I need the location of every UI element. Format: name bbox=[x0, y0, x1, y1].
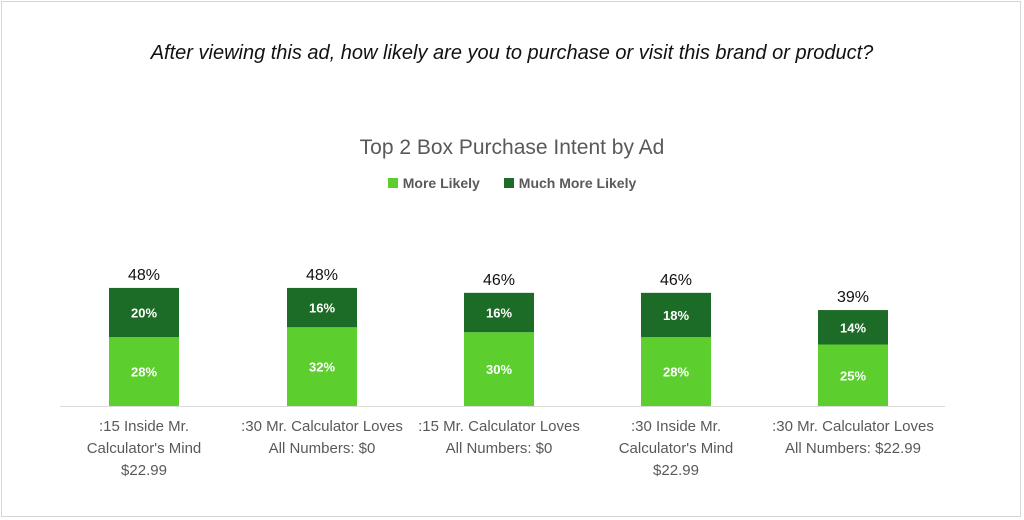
bar-total-label: 46% bbox=[660, 272, 692, 289]
bar-data-label: 28% bbox=[663, 365, 689, 380]
x-tick-label: :30 Mr. Calculator Loves All Numbers: $22… bbox=[763, 416, 943, 460]
legend-swatch bbox=[387, 178, 398, 188]
bar-total-label: 48% bbox=[306, 267, 338, 284]
bar-segment bbox=[641, 337, 711, 406]
legend-item-much-more-likely: Much More Likely bbox=[503, 175, 637, 191]
x-tick-label-line: $22.99 bbox=[653, 462, 699, 479]
x-tick-label: :30 Mr. Calculator Loves All Numbers: $0 bbox=[232, 416, 412, 460]
bar-data-label: 18% bbox=[663, 308, 689, 323]
bar-segment bbox=[641, 292, 711, 338]
x-tick-label-line: All Numbers: $0 bbox=[268, 440, 376, 457]
chart-title: Top 2 Box Purchase Intent by Ad bbox=[359, 136, 665, 159]
x-tick-label: :15 Mr. Calculator Loves All Numbers: $0 bbox=[409, 416, 589, 460]
bar-data-label: 25% bbox=[840, 368, 866, 383]
bar-data-label: 30% bbox=[486, 362, 512, 377]
bar-total-label: 46% bbox=[483, 272, 515, 289]
x-tick-label-line: :30 Mr. Calculator Loves bbox=[772, 418, 934, 435]
bar-segment bbox=[464, 332, 534, 406]
bar-data-label: 16% bbox=[309, 301, 335, 316]
legend: More Likely Much More Likely bbox=[0, 175, 1024, 191]
x-tick-label-line: :30 Inside Mr. bbox=[630, 418, 722, 435]
legend-label: More Likely bbox=[402, 175, 480, 191]
legend-item-more-likely: More Likely bbox=[387, 175, 480, 191]
x-tick-label: :15 Inside Mr. Calculator's Mind $22.99 bbox=[54, 416, 234, 482]
bar-data-label: 32% bbox=[309, 360, 335, 375]
bar-data-label: 20% bbox=[131, 306, 157, 321]
bar-segment bbox=[287, 287, 357, 328]
bar-total-label: 39% bbox=[837, 289, 869, 306]
bar-segment bbox=[287, 327, 357, 406]
x-tick-label-line: Calculator's Mind bbox=[618, 440, 734, 457]
bar-segment bbox=[464, 292, 534, 333]
survey-question: After viewing this ad, how likely are yo… bbox=[150, 42, 874, 64]
bar-segment bbox=[818, 344, 888, 406]
legend-label: Much More Likely bbox=[518, 175, 637, 191]
legend-swatch bbox=[503, 178, 514, 188]
x-tick-label-line: Calculator's Mind bbox=[86, 440, 202, 457]
x-tick-label: :30 Inside Mr. Calculator's Mind $22.99 bbox=[586, 416, 766, 482]
bar-segment bbox=[109, 287, 179, 338]
x-tick-label-line: All Numbers: $0 bbox=[445, 440, 553, 457]
x-tick-label-line: :15 Inside Mr. bbox=[98, 418, 190, 435]
bar-data-label: 14% bbox=[840, 320, 866, 335]
bar-segment bbox=[109, 337, 179, 406]
x-tick-label-line: All Numbers: $22.99 bbox=[785, 440, 921, 457]
bar-data-label: 16% bbox=[486, 306, 512, 321]
x-tick-label-line: $22.99 bbox=[121, 462, 167, 479]
bar-total-label: 48% bbox=[128, 267, 160, 284]
bar-data-label: 28% bbox=[131, 365, 157, 380]
bar-segment bbox=[818, 310, 888, 345]
x-tick-label-line: :30 Mr. Calculator Loves bbox=[241, 418, 403, 435]
x-tick-label-line: :15 Mr. Calculator Loves bbox=[418, 418, 580, 435]
